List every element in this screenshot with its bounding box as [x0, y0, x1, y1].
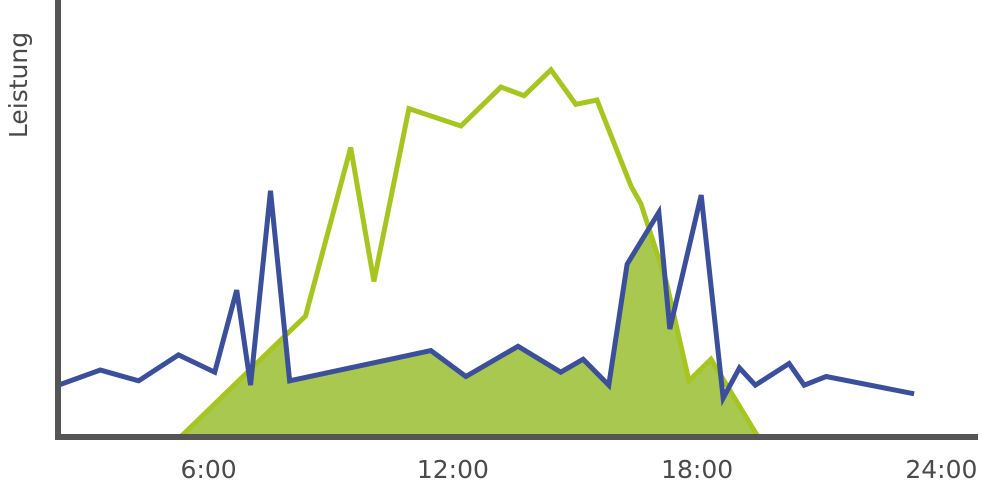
- shared-area: [180, 190, 759, 437]
- x-tick-label: 24:00: [905, 455, 977, 484]
- x-tick-label: 6:00: [181, 455, 237, 484]
- x-tick-label: 12:00: [417, 455, 489, 484]
- x-tick-label: 18:00: [661, 455, 733, 484]
- y-axis-label: Leistung: [4, 32, 33, 138]
- series-line: [57, 190, 915, 407]
